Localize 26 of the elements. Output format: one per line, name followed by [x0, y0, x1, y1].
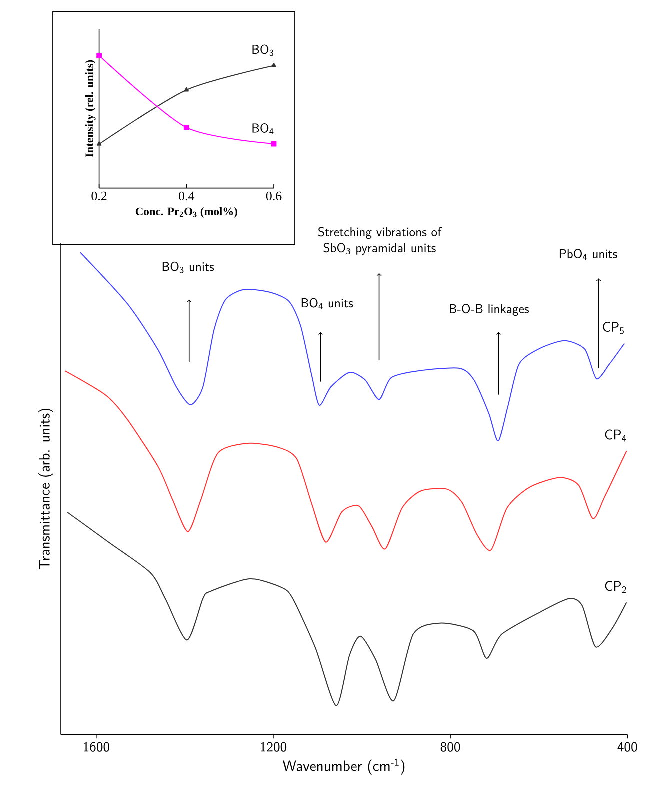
x-axis-title: Wavenumber (cm$^{-1}$): [282, 758, 405, 775]
series-label: CP$_{2}$: [605, 581, 626, 594]
annotation: BO$_{4}$ units: [302, 298, 354, 310]
point: [184, 87, 190, 92]
x-tick-label: 400: [618, 742, 638, 752]
x-tick-label: 0.6: [266, 192, 282, 201]
point: [96, 53, 102, 58]
annotation: BO$_{3}$ units: [162, 262, 214, 274]
x-tick-label: 0.2: [92, 192, 107, 201]
annotation: PbO$_{4}$ units: [560, 249, 618, 260]
series-label: BO$_{4}$: [252, 123, 274, 135]
x-tick-label: 1200: [261, 742, 287, 752]
series-label: CP$_{5}$: [603, 322, 624, 334]
series-label: CP$_{4}$: [605, 430, 626, 442]
point: [184, 125, 190, 130]
x-tick-label: 0.4: [179, 192, 195, 201]
annotation: B-O-B linkages: [450, 304, 529, 316]
series-label: BO$_{3}$: [252, 44, 274, 56]
x-axis-title: Conc. Pr$_{2}$O$_{3}$ (mol%): [136, 207, 238, 218]
point: [96, 142, 102, 146]
y-axis-title: Intensity (rel. units): [85, 60, 96, 158]
annotation: Stretching vibrations of SbO$_{3}$ pyramidal units: [318, 227, 442, 255]
x-tick-label: 800: [440, 742, 460, 752]
point: [272, 63, 276, 68]
y-axis-title: Transmittance (arb. units): [38, 408, 54, 570]
x-tick-label: 1600: [84, 742, 110, 752]
